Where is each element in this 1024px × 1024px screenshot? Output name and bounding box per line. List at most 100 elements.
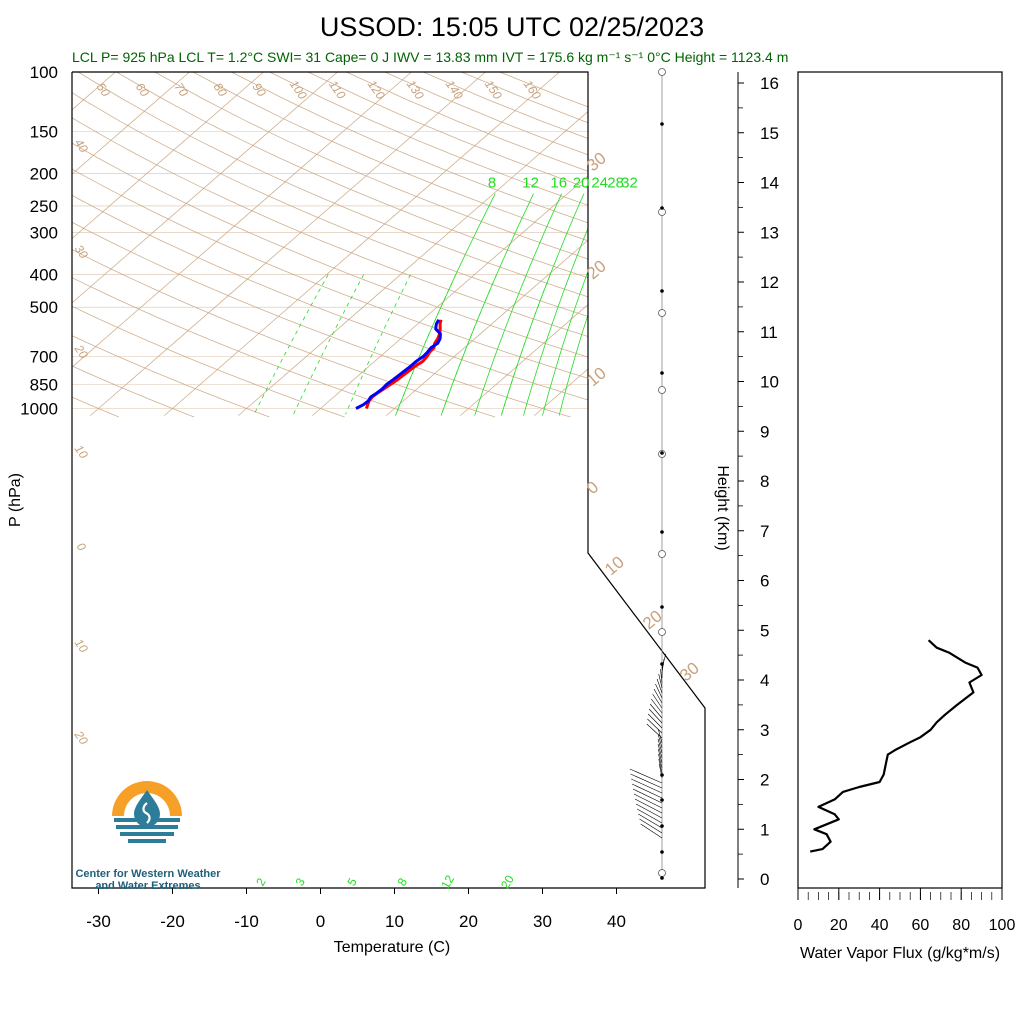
isotherm — [756, 72, 1024, 416]
wind-barb — [647, 713, 663, 729]
theta-label: 0 — [74, 540, 89, 554]
wind-barb — [657, 728, 663, 744]
boundary-label: 10 — [583, 363, 610, 390]
mixing-ratio-label: 16 — [550, 175, 567, 192]
wind-barb — [638, 813, 663, 829]
wind-barb — [635, 803, 663, 819]
dry-adiabat — [72, 72, 120, 418]
wind-barb — [646, 723, 663, 739]
pressure-tick-label: 700 — [30, 347, 58, 366]
wvf-line — [809, 639, 983, 853]
mixing-ratio-line — [542, 193, 619, 416]
wind-barb — [652, 693, 663, 709]
theta-label: 110 — [326, 78, 349, 102]
dry-adiabat — [72, 72, 705, 418]
temperature-tick-label: 0 — [316, 912, 325, 931]
boundary-label: 20 — [583, 256, 610, 283]
wind-barb — [639, 818, 663, 834]
logo-water-band — [120, 832, 174, 836]
pressure-tick-label: 150 — [30, 122, 58, 141]
pressure-tick-label: 250 — [30, 197, 58, 216]
wind-barb — [660, 668, 663, 684]
calm-circle — [658, 386, 666, 394]
theta-label: 20 — [71, 727, 91, 747]
isotherm — [72, 72, 264, 416]
wind-dot — [660, 876, 664, 880]
wvf-frame — [797, 71, 1003, 889]
wvf-tick-label: 20 — [830, 917, 848, 934]
wind-barb — [653, 688, 663, 704]
wind-dot — [660, 122, 664, 126]
mixing-ratio-label-lower: 8 — [395, 875, 411, 888]
isotherm — [72, 72, 338, 416]
wind-barb — [657, 748, 663, 764]
dry-adiabat — [77, 72, 705, 418]
pressure-ticks: 100 150 200 250 300 400 500 700 850 1000 — [20, 63, 58, 419]
calm-circle — [658, 628, 666, 636]
dry-adiabat — [72, 72, 646, 418]
skewt-frame — [71, 71, 706, 889]
mixing-ratio-line-lower — [345, 274, 411, 415]
temperature-tick-label: -10 — [234, 912, 259, 931]
wind-barb — [631, 783, 663, 799]
wind-dot — [660, 824, 664, 828]
wvf-tick-label: 40 — [871, 917, 889, 934]
wvf-series — [809, 639, 983, 853]
isotherm — [460, 72, 705, 416]
dry-adiabat — [231, 72, 705, 418]
theta-label: 130 — [404, 77, 427, 102]
pressure-tick-label: 200 — [30, 164, 58, 183]
wind-barb — [647, 718, 663, 734]
logo-line-2: and Water Extremes — [95, 880, 200, 892]
mixing-ratio-line-lower — [293, 274, 365, 415]
isotherm — [534, 72, 705, 416]
wind-profile — [629, 68, 667, 880]
dry-adiabat — [192, 72, 705, 418]
height-tick-label: 11 — [760, 323, 778, 342]
cw3e-logo: Center for Western Weather and Water Ext… — [75, 781, 221, 892]
wind-barb — [656, 678, 663, 694]
mixing-ratio-label-lower: 3 — [292, 875, 308, 888]
height-tick-label: 16 — [760, 74, 779, 93]
calm-circle — [658, 550, 666, 558]
logo-water-band — [128, 839, 166, 843]
wvf-tick-label: 60 — [912, 917, 930, 934]
temperature-tick-label: 20 — [459, 912, 478, 931]
wind-barb — [649, 703, 663, 719]
wind-barb — [634, 798, 663, 814]
height-tick-label: 7 — [760, 522, 769, 541]
isotherm — [90, 72, 486, 416]
boundary-label: 30 — [676, 658, 703, 685]
wind-barb — [629, 768, 663, 784]
water-drop-icon — [134, 790, 160, 827]
wvf-tick-label: 0 — [794, 917, 803, 934]
mixing-ratio-label-lower: 5 — [344, 875, 360, 888]
wvf-axis-label: Water Vapor Flux (g/kg*m/s) — [800, 945, 1000, 962]
wind-barb — [658, 758, 663, 774]
wvf-tick-label: 80 — [952, 917, 970, 934]
wind-barb — [637, 808, 663, 824]
theta-label: 140 — [443, 77, 466, 102]
dry-adiabat — [72, 72, 705, 418]
theta-label: 120 — [365, 77, 388, 102]
background-lines — [72, 72, 1024, 418]
mixing-ratio-label: 12 — [522, 175, 539, 192]
calm-circle — [658, 68, 666, 76]
dry-adiabat — [384, 72, 705, 418]
mixing-ratio-line — [474, 193, 562, 416]
logo-arc — [112, 781, 182, 816]
isotherm — [72, 72, 412, 416]
wvf-tick-label: 100 — [989, 917, 1016, 934]
isotherm — [682, 72, 705, 416]
wind-dot — [660, 530, 664, 534]
wind-dot — [660, 798, 664, 802]
wind-barb — [648, 708, 663, 724]
dry-adiabat — [154, 72, 705, 418]
temperature-tick-label: 30 — [533, 912, 552, 931]
wind-dot — [660, 850, 664, 854]
dry-adiabat — [269, 72, 705, 418]
